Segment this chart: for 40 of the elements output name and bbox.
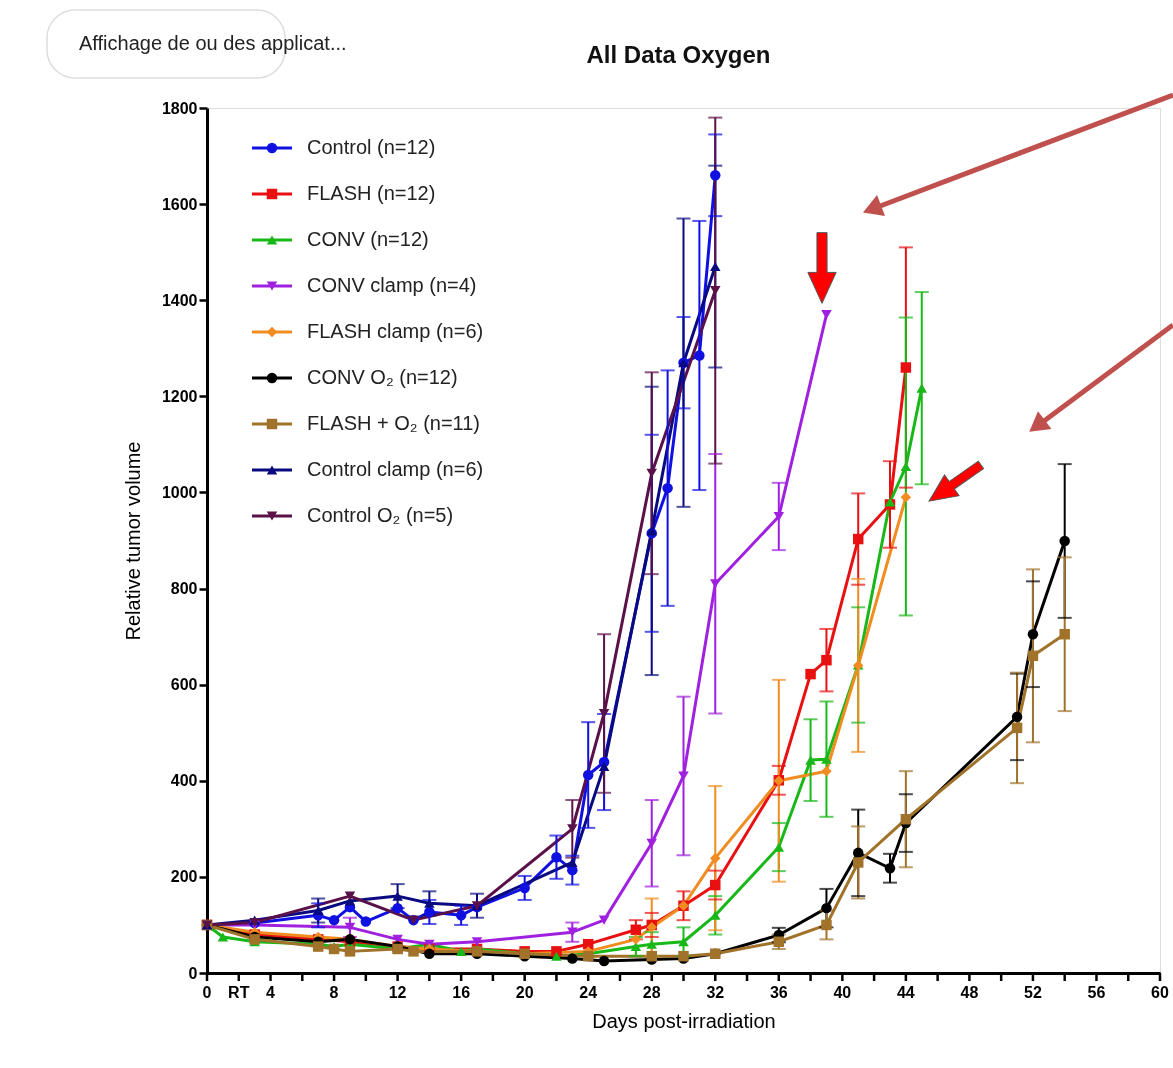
y-tick-label: 800 [170,580,198,598]
x-tick-label: 44 [896,984,915,1001]
y-tick-label: 600 [170,676,198,694]
y-tick-label: 0 [188,964,198,982]
legend-label: CONV (n=12) [307,228,429,250]
x-tick-label: 32 [706,984,725,1001]
x-tick-label: 48 [960,984,979,1001]
x-tick-label: 24 [579,984,598,1001]
legend-label: Control clamp (n=6) [307,458,484,480]
x-tick-label: 0 [202,984,212,1001]
y-tick-label: 200 [170,868,198,886]
x-tick-label: 52 [1024,984,1042,1001]
y-tick-label: 1400 [161,291,198,309]
x-tick-label: 8 [329,984,339,1001]
x-tick-label: RT [228,984,250,1001]
legend-label: Control (n=12) [307,136,436,158]
legend-label: CONV clamp (n=4) [307,274,477,296]
chart-title: All Data Oxygen [586,41,771,68]
legend-label: FLASH (n=12) [307,182,436,204]
x-tick-label: 16 [452,984,471,1001]
x-tick-label: 28 [642,984,661,1001]
legend-label: CONV O₂ (n=12) [307,366,458,388]
legend-label: Control O₂ (n=5) [307,504,454,526]
x-tick-label: 12 [388,984,407,1001]
y-axis-title: Relative tumor volume [121,441,144,641]
y-tick-label: 1800 [161,99,198,117]
x-axis-title: Days post-irradiation [592,1009,776,1032]
x-tick-label: 60 [1151,984,1169,1001]
x-tick-label: 20 [515,984,534,1001]
legend-label: FLASH + O₂ (n=11) [307,412,481,434]
x-tick-label: 36 [769,984,788,1001]
x-tick-label: 40 [833,984,852,1001]
y-tick-label: 1600 [161,195,198,213]
y-tick-label: 1000 [161,483,198,501]
x-tick-label: 4 [266,984,276,1001]
legend-label: FLASH clamp (n=6) [307,320,484,342]
y-tick-label: 1200 [161,387,198,405]
x-tick-label: 56 [1087,984,1106,1001]
y-tick-label: 400 [170,772,198,790]
text: Affichage de ou des applicat... [79,32,347,54]
